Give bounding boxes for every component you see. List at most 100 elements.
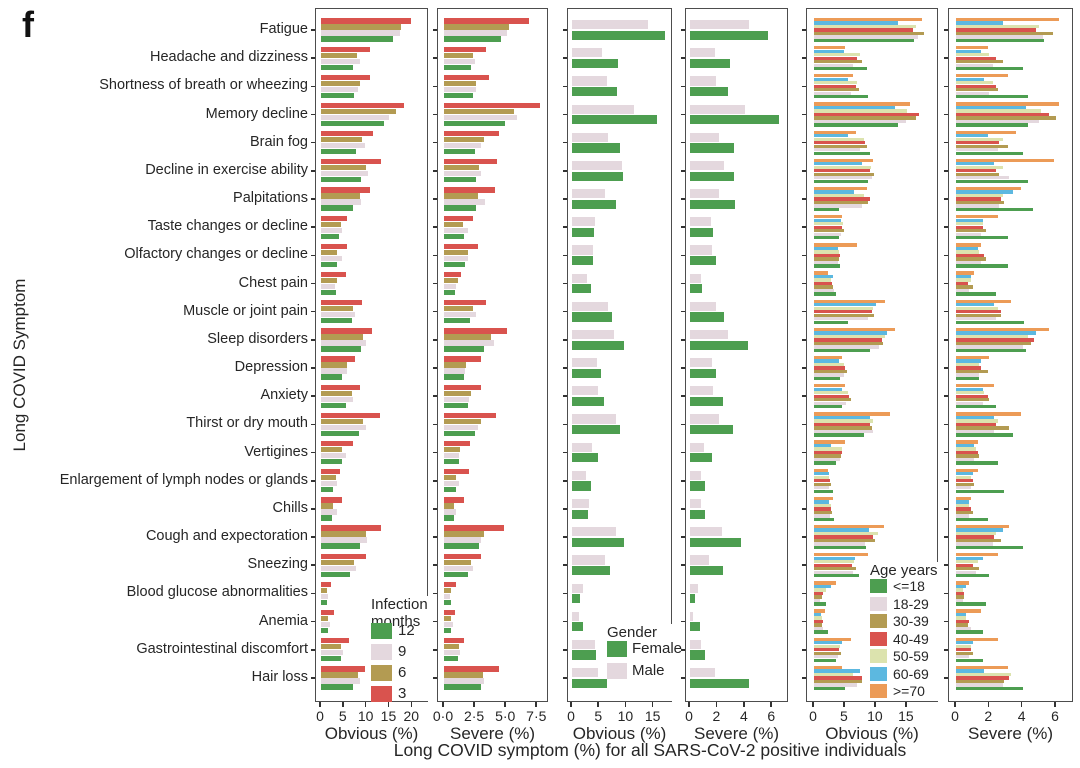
bar-30-39 <box>956 482 975 486</box>
x-tick <box>905 702 907 707</box>
y-tick <box>801 141 806 144</box>
bar-9 <box>321 58 360 64</box>
bar-<=18 <box>814 123 898 127</box>
x-tick-label: 15 <box>380 708 397 724</box>
bar-<=18 <box>814 545 867 550</box>
bar-3 <box>444 525 504 531</box>
y-tick <box>943 564 948 567</box>
symptom-label: Cough and expectoration <box>145 528 308 545</box>
y-tick <box>801 367 806 369</box>
bar-3 <box>444 46 487 52</box>
bar->=70 <box>814 17 923 22</box>
bar-<=18 <box>956 123 1028 127</box>
y-tick <box>432 113 437 116</box>
bar-60-69 <box>956 387 983 391</box>
bar-3 <box>321 666 366 672</box>
x-tick <box>987 702 990 707</box>
bar-50-59 <box>814 137 864 141</box>
bar-60-69 <box>956 584 966 589</box>
bar-9 <box>444 396 469 402</box>
bar-50-59 <box>814 193 864 198</box>
x-tick-label: 0 <box>316 708 324 724</box>
bar-Male <box>572 611 579 621</box>
bar-50-59 <box>956 193 1003 198</box>
bar-18-29 <box>956 373 980 377</box>
bar-Male <box>690 527 722 537</box>
y-tick <box>943 395 948 397</box>
bar-9 <box>321 537 368 543</box>
bar-18-29 <box>814 457 840 462</box>
bar-6 <box>321 446 342 453</box>
bar-3 <box>321 159 381 165</box>
bar-60-69 <box>956 190 1013 194</box>
bar->=70 <box>956 412 1021 416</box>
bar->=70 <box>956 553 998 557</box>
bar-50-59 <box>814 109 907 113</box>
x-tick <box>843 702 845 707</box>
bar-60-69 <box>814 246 838 250</box>
bar->=70 <box>956 609 981 613</box>
bar-9 <box>321 340 367 346</box>
bar-6 <box>444 334 492 340</box>
legend-item: >=70 <box>870 683 943 701</box>
bar-18-29 <box>956 626 971 631</box>
bar-Male <box>690 104 745 114</box>
y-tick <box>801 423 806 426</box>
bar-12 <box>321 149 357 155</box>
bar-Male <box>690 48 715 58</box>
bar-60-69 <box>956 49 981 53</box>
legend-item: 12 <box>371 622 433 643</box>
bar-9 <box>444 30 508 36</box>
bar-9 <box>321 593 328 600</box>
y-tick <box>680 677 685 679</box>
bar-18-29 <box>956 148 998 152</box>
x-tick <box>364 702 367 707</box>
bar-40-49 <box>814 197 870 201</box>
y-tick <box>310 536 315 538</box>
chart-panel-3: Gender Female Male <box>562 8 682 702</box>
bar-6 <box>321 221 341 227</box>
x-tick <box>570 702 572 707</box>
bar-60-69 <box>956 472 973 476</box>
bar-60-69 <box>814 331 888 335</box>
y-tick <box>310 170 315 172</box>
bar-Male <box>572 668 598 678</box>
bar-40-49 <box>814 366 845 370</box>
bar-3 <box>444 187 495 193</box>
bar-9 <box>444 255 468 261</box>
bar-3 <box>444 581 457 588</box>
y-tick <box>432 451 437 454</box>
bar-30-39 <box>956 538 1001 543</box>
y-tick <box>680 85 685 88</box>
bar->=70 <box>956 299 1011 303</box>
bar-3 <box>444 609 456 616</box>
bar-40-49 <box>814 28 914 32</box>
bar-40-49 <box>814 676 863 680</box>
bar-12 <box>321 374 343 380</box>
bar-Female <box>690 312 725 322</box>
bar-60-69 <box>956 669 985 673</box>
x-tick <box>954 702 956 707</box>
bar->=70 <box>814 215 842 219</box>
bar-6 <box>321 362 347 368</box>
y-tick <box>943 508 948 510</box>
bar-12 <box>321 346 362 352</box>
bar-40-49 <box>956 450 978 455</box>
bar->=70 <box>956 355 990 360</box>
bar-18-29 <box>956 345 1023 349</box>
y-tick <box>943 423 948 426</box>
y-tick <box>310 226 315 228</box>
bar-3 <box>321 187 370 193</box>
bar-30-39 <box>814 257 839 261</box>
legend-label: 40-49 <box>893 630 929 647</box>
y-tick <box>562 620 567 623</box>
y-tick <box>943 648 948 651</box>
bar-12 <box>444 571 468 577</box>
y-tick <box>562 536 567 538</box>
bar-40-49 <box>956 169 996 173</box>
y-tick <box>562 254 567 257</box>
y-tick <box>310 395 315 397</box>
bar-3 <box>321 131 374 137</box>
y-tick <box>432 226 437 228</box>
bar-12 <box>444 402 468 408</box>
